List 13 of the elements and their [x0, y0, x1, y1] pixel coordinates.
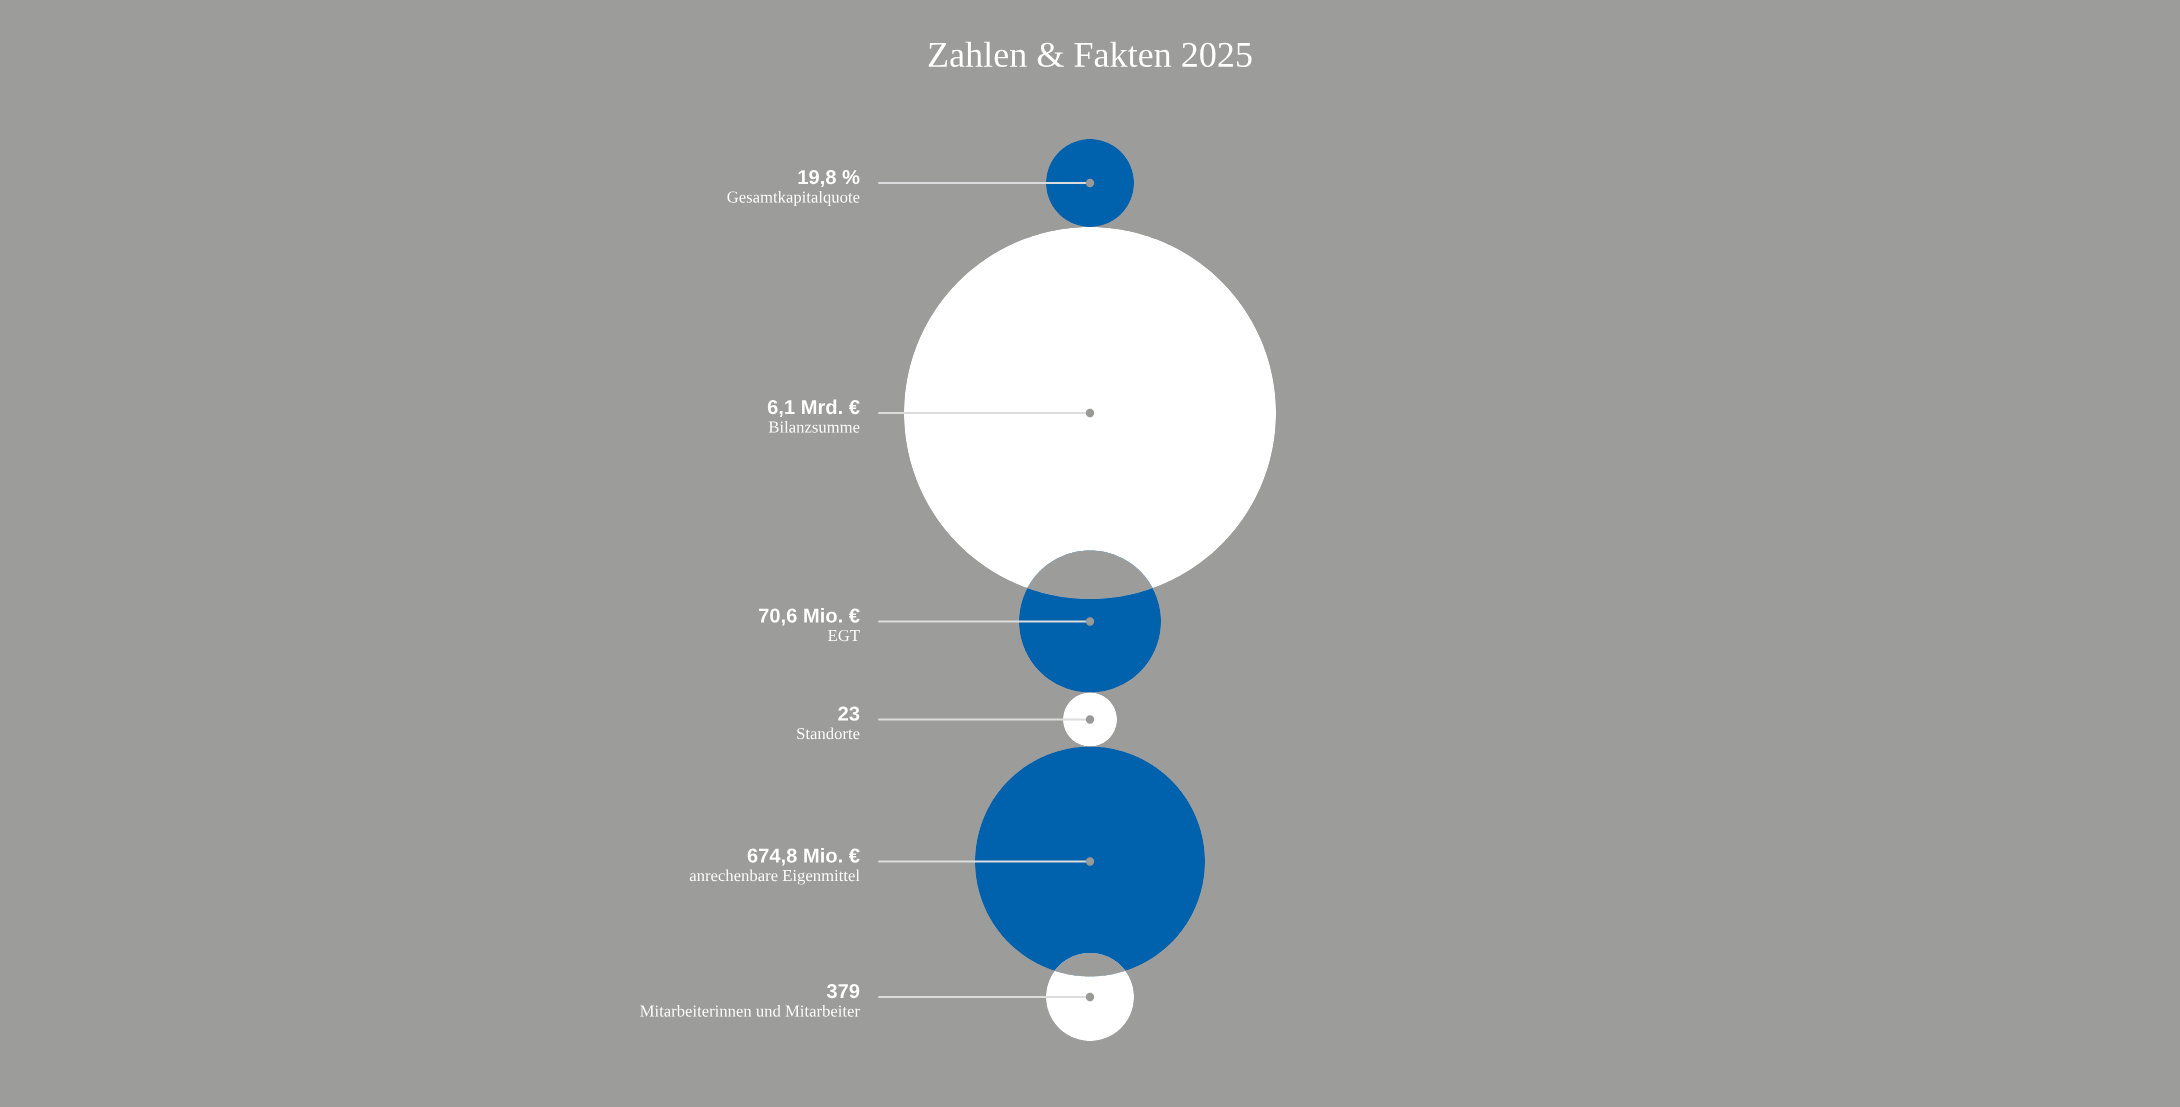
- category-label: Bilanzsumme: [768, 420, 860, 433]
- data-label: 674,8 Mio. €: [747, 847, 860, 866]
- category-label: Gesamtkapitalquote: [727, 190, 860, 207]
- data-label: 6,1 Mrd. €: [767, 399, 860, 418]
- category-label: anrechenbare Eigenmittel: [689, 869, 860, 885]
- data-label: 23: [838, 706, 860, 721]
- data-label: 19,8 %: [798, 169, 860, 188]
- category-label: EGT: [828, 629, 860, 642]
- data-label: 70,6 Mio. €: [759, 607, 860, 626]
- text: Zahlen & Fakten 2025: [928, 41, 1252, 68]
- category-label: Mitarbeiterinnen und Mitarbeiter: [640, 1004, 860, 1017]
- category-label: Standorte: [797, 727, 860, 740]
- data-label: 379: [826, 983, 860, 999]
